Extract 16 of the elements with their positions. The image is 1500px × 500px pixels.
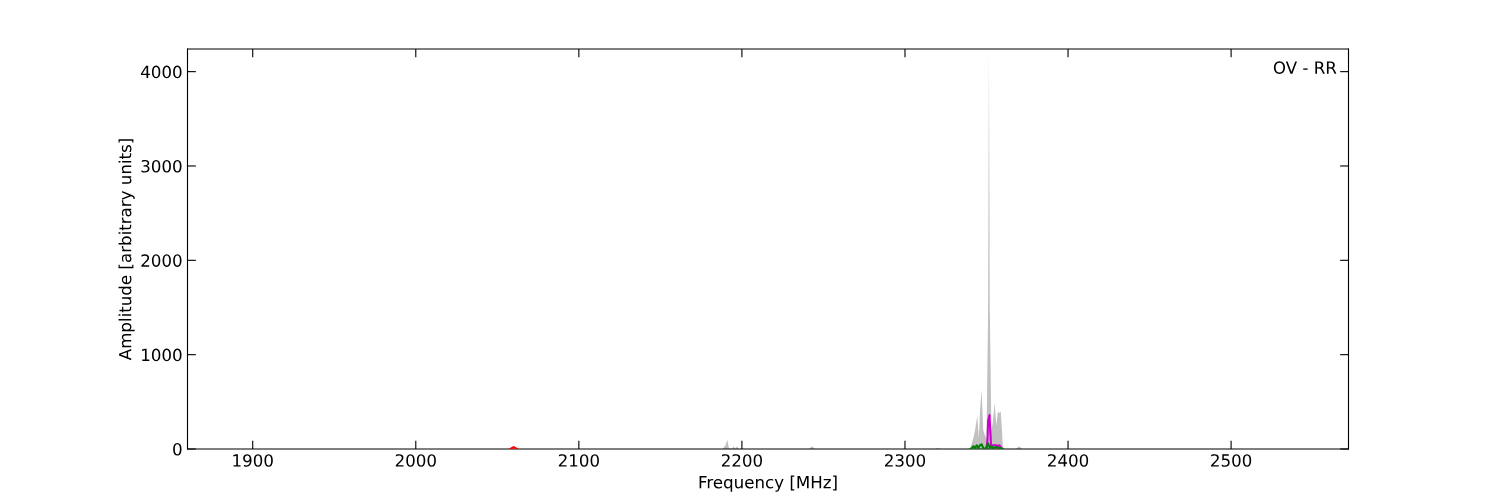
x-axis-title: Frequency [MHz] — [699, 475, 837, 492]
x-tick-label: 2400 — [1048, 454, 1089, 467]
y-tick-label: 1000 — [142, 348, 182, 362]
y-tick-label: 3000 — [141, 159, 182, 173]
x-tick-label: 2300 — [884, 454, 926, 467]
y-tick-label: 2000 — [141, 254, 182, 267]
y-axis-title: Amplitude [arbitrary units] — [118, 139, 135, 361]
y-tick-label: 0 — [173, 442, 182, 456]
line-series — [985, 414, 1004, 449]
x-tick-label: 2500 — [1211, 454, 1252, 467]
x-tick-label: 2000 — [395, 454, 436, 467]
x-tick-label: 1900 — [233, 454, 273, 467]
y-tick-label: 4000 — [141, 65, 182, 79]
annotation: OV - RR — [1273, 61, 1337, 74]
x-tick-label: 2200 — [721, 454, 763, 467]
x-tick-label: 2100 — [558, 454, 599, 467]
